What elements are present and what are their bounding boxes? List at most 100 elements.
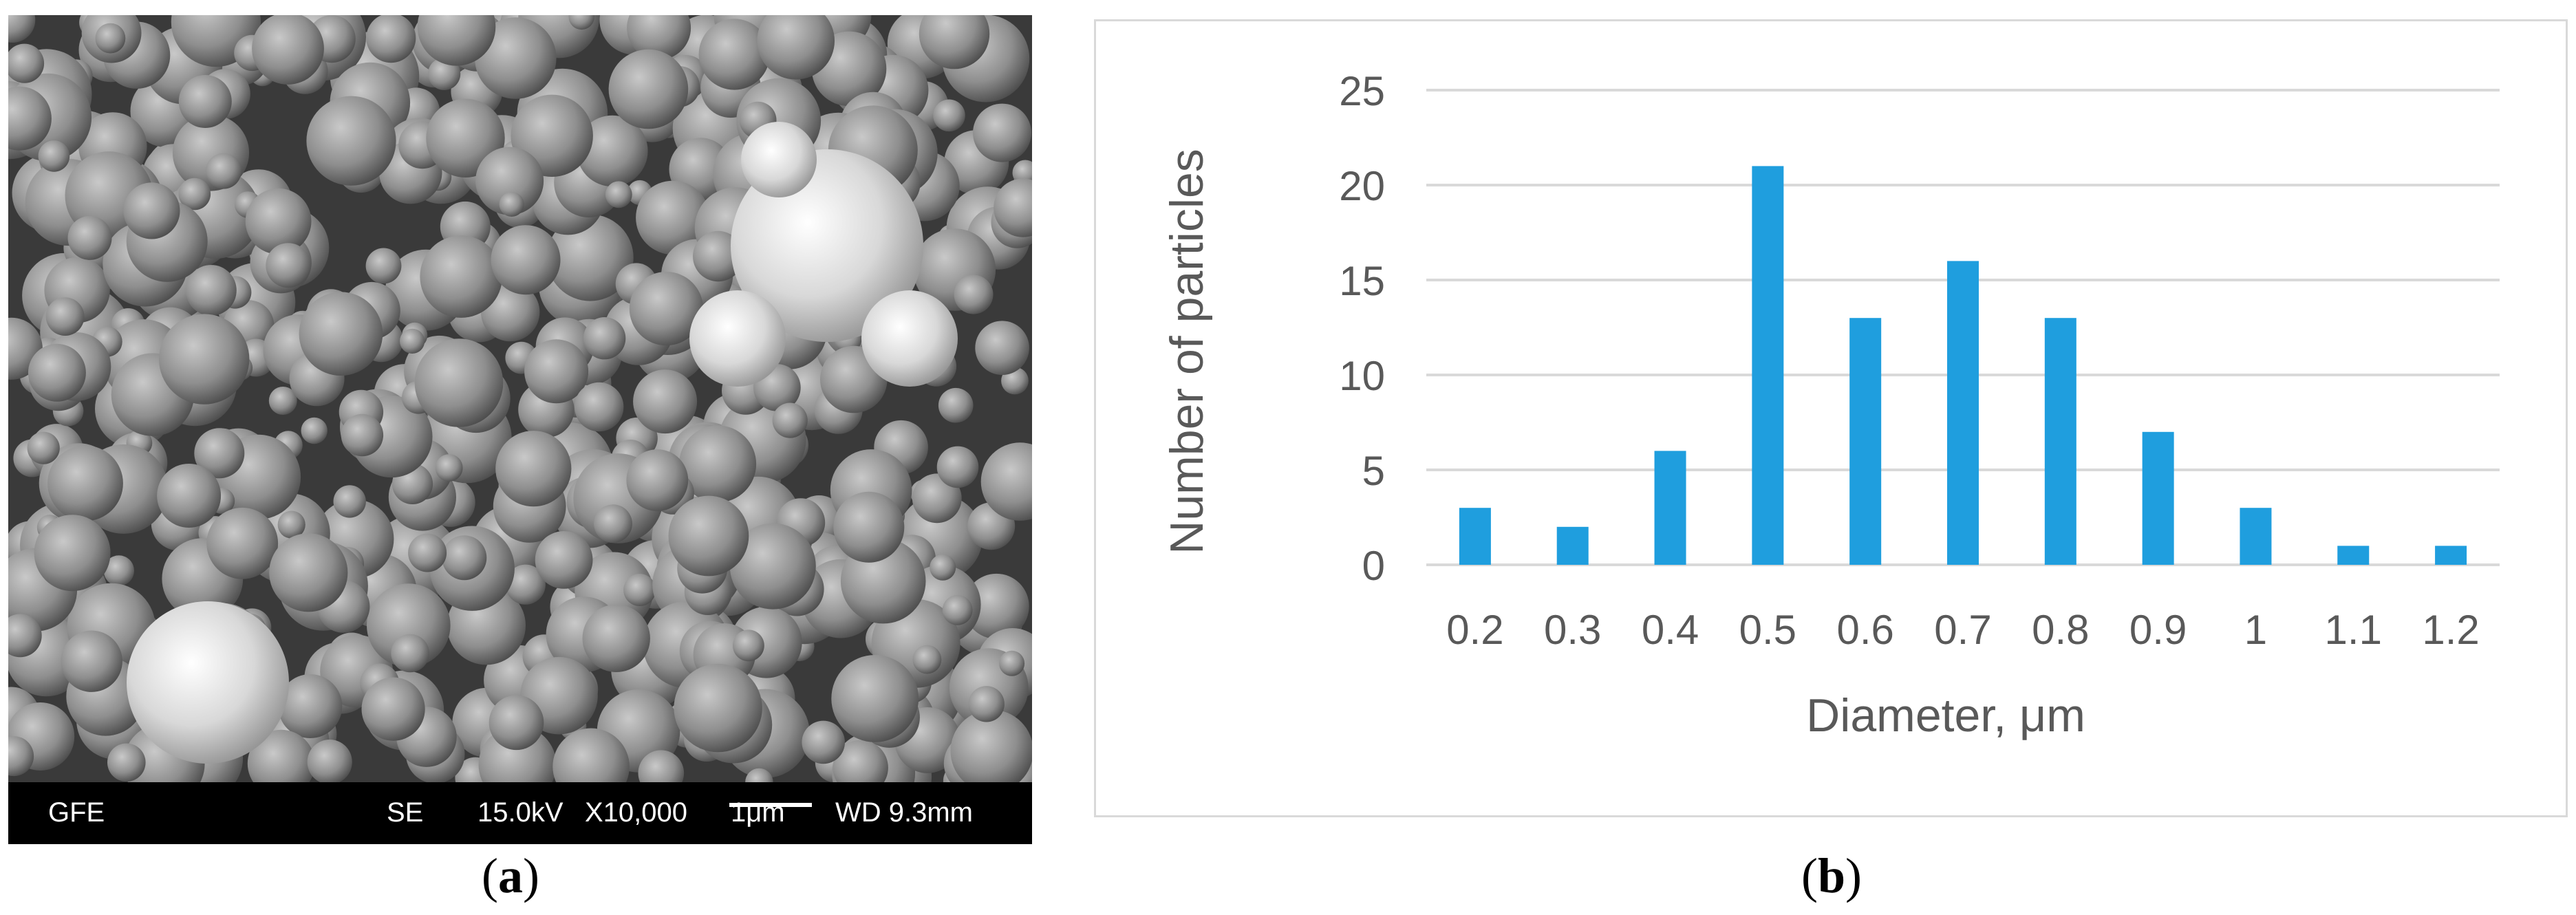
- sem-particle: [186, 265, 237, 316]
- sem-particle: [582, 604, 650, 672]
- sem-particle: [34, 515, 111, 592]
- sem-particle: [912, 645, 942, 674]
- sem-info-bar: GFE SE 15.0kV X10,000 1μm WD 9.3mm: [8, 782, 1032, 844]
- x-tick-label: 0.6: [1836, 607, 1893, 653]
- sem-particle: [499, 192, 524, 217]
- sem-particle: [178, 177, 211, 211]
- sem-particle: [367, 583, 451, 667]
- x-axis-label: Diameter, μm: [1806, 689, 2085, 742]
- x-tick-label: 0.5: [1739, 607, 1796, 653]
- bar: [2142, 431, 2174, 565]
- sem-particle: [247, 729, 315, 782]
- sem-particle: [535, 531, 593, 589]
- x-tick-label: 0.9: [2129, 607, 2187, 653]
- sem-particle: [299, 292, 383, 376]
- sem-particle: [8, 736, 34, 777]
- sem-particle: [994, 178, 1032, 237]
- sem-particle: [123, 182, 180, 239]
- sem-large-particle: [689, 290, 786, 387]
- sem-particle: [638, 750, 685, 782]
- sem-particle: [802, 720, 845, 764]
- sem-particle: [636, 180, 710, 255]
- histogram-chart: 0 5 10 15 20 25 0.2 0.3 0.4 0.5 0.6 0.7 0.8 0.9 1 1.1 1…: [1161, 68, 2500, 742]
- x-tick-label: 0.7: [1934, 607, 1991, 653]
- sem-particle: [505, 564, 546, 605]
- sem-particle: [674, 663, 762, 753]
- sem-particle: [623, 574, 656, 606]
- sem-particle: [28, 343, 86, 402]
- sem-particle: [489, 695, 544, 751]
- bar: [1752, 166, 1784, 565]
- sem-panel: GFE SE 15.0kV X10,000 1μm WD 9.3mm: [8, 15, 1032, 844]
- sem-particle: [8, 15, 36, 43]
- bar: [1947, 261, 1979, 565]
- bar: [2337, 546, 2370, 565]
- sem-particle: [950, 709, 1032, 782]
- sem-particle: [442, 535, 487, 581]
- sem-particle: [524, 339, 589, 404]
- x-tick-label: 0.3: [1544, 607, 1601, 653]
- sem-particle: [942, 594, 973, 625]
- sem-particle: [45, 297, 85, 336]
- caption-a: (a): [482, 848, 539, 903]
- sem-particle: [435, 454, 463, 482]
- sem-particle: [668, 495, 749, 577]
- caption-b-letter: b: [1817, 848, 1846, 903]
- sem-scale-label: 1μm: [731, 797, 785, 828]
- sem-particle: [278, 674, 343, 738]
- sem-particle: [333, 485, 366, 518]
- x-tick-label: 0.4: [1642, 607, 1699, 653]
- sem-particle: [306, 96, 396, 186]
- sem-particle: [605, 181, 632, 208]
- sem-particle: [420, 235, 502, 318]
- sem-particle: [919, 15, 990, 69]
- bar: [1459, 508, 1491, 565]
- x-tick-label: 1.2: [2422, 607, 2479, 653]
- caption-b: (b): [1801, 848, 1863, 903]
- sem-sample-label: GFE: [48, 797, 105, 828]
- sem-particle: [307, 740, 352, 782]
- sem-particle: [206, 507, 279, 579]
- sem-particle: [999, 650, 1025, 676]
- sem-particle: [205, 153, 242, 189]
- sem-large-particle: [741, 122, 817, 197]
- sem-particle: [47, 445, 123, 521]
- sem-particle: [698, 19, 770, 90]
- sem-particle: [103, 555, 134, 586]
- sem-particle: [245, 188, 312, 255]
- sem-particle: [366, 15, 416, 63]
- sem-particle: [975, 321, 1029, 375]
- sem-particle: [178, 75, 232, 128]
- sem-scale-bar: [729, 803, 812, 807]
- sem-particle: [626, 449, 689, 511]
- sem-particle: [729, 523, 816, 610]
- y-tick-label: 20: [1339, 163, 1385, 209]
- bar: [2435, 546, 2467, 565]
- sem-particle: [930, 554, 956, 581]
- sem-wd-label: WD 9.3mm: [835, 797, 973, 828]
- sem-particle: [577, 115, 648, 187]
- sem-particle: [107, 743, 146, 782]
- sem-particle: [475, 147, 544, 215]
- sem-particle: [491, 225, 561, 295]
- sem-particle: [194, 428, 245, 479]
- sem-particle: [575, 382, 624, 432]
- sem-particle: [159, 314, 250, 405]
- sem-particle: [568, 15, 594, 30]
- sem-magnification-label: X10,000: [585, 797, 688, 828]
- sem-particle: [417, 15, 496, 66]
- chart-frame: 0 5 10 15 20 25 0.2 0.3 0.4 0.5 0.6 0.7 0.8 0.9 1 1.1 1…: [1094, 19, 2568, 817]
- sem-particle: [27, 431, 60, 464]
- sem-particle: [973, 103, 1031, 162]
- bar: [1849, 318, 1882, 565]
- sem-particle: [61, 630, 122, 692]
- y-axis-label: Number of particles: [1161, 149, 1213, 555]
- sem-particle: [679, 425, 757, 503]
- sem-particle: [933, 99, 965, 132]
- sem-particle: [627, 15, 691, 60]
- sem-particle: [583, 317, 626, 360]
- sem-particle: [400, 328, 425, 354]
- bar: [2044, 318, 2076, 565]
- sem-particle: [831, 655, 919, 742]
- sem-particle: [954, 274, 994, 314]
